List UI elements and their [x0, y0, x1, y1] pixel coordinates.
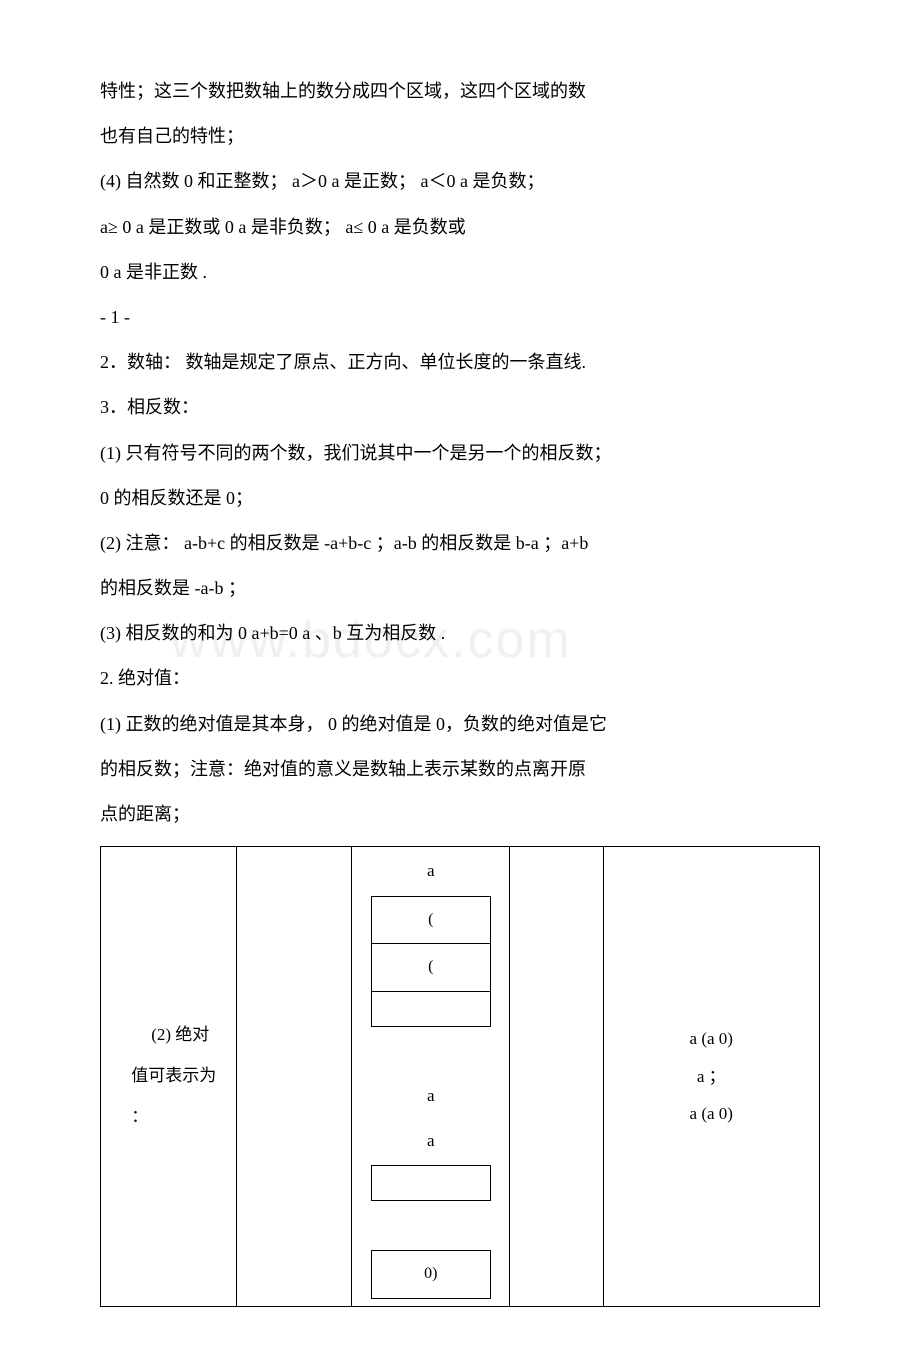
- paragraph: a≥ 0 a 是正数或 0 a 是非负数； a≤ 0 a 是负数或: [100, 206, 820, 249]
- paragraph: 3．相反数：: [100, 386, 820, 429]
- paragraph: 特性；这三个数把数轴上的数分成四个区域，这四个区域的数: [100, 70, 820, 113]
- col1-line: (2) 绝对: [131, 1015, 216, 1056]
- col3-top-group: a ( (: [360, 851, 501, 1026]
- paragraph: 的相反数；注意：绝对值的意义是数轴上表示某数的点离开原: [100, 748, 820, 791]
- col3-label: a: [427, 1121, 435, 1162]
- paragraph: 也有自己的特性；: [100, 115, 820, 158]
- col3-bot-group: 0): [360, 1250, 501, 1297]
- paragraph: 的相反数是 -a-b ；: [100, 567, 820, 610]
- inner-cell: (: [371, 896, 491, 944]
- formula-table: (2) 绝对 值可表示为 ： a ( ( a a 0) a (a: [100, 846, 820, 1307]
- col1-line: ：: [131, 1097, 216, 1138]
- paragraph: (1) 正数的绝对值是其本身， 0 的绝对值是 0，负数的绝对值是它: [100, 703, 820, 746]
- col5-line: a ；: [697, 1058, 726, 1095]
- col3-label: a: [427, 1076, 435, 1117]
- paragraph: (1) 只有符号不同的两个数，我们说其中一个是另一个的相反数；: [100, 432, 820, 475]
- inner-cell: [371, 991, 491, 1027]
- paragraph: (4) 自然数 0 和正整数； a＞0 a 是正数； a＜0 a 是负数；: [100, 160, 820, 203]
- table-col-5: a (a 0) a ； a (a 0): [604, 847, 819, 1306]
- inner-cell: (: [371, 943, 491, 991]
- col3-label: a: [427, 851, 435, 892]
- paragraph: 点的距离；: [100, 793, 820, 836]
- col1-line: 值可表示为: [131, 1056, 216, 1097]
- col3-mid-group: a a: [360, 1076, 501, 1201]
- col5-line: a (a 0): [690, 1095, 733, 1132]
- paragraph: 2．数轴： 数轴是规定了原点、正方向、单位长度的一条直线.: [100, 341, 820, 384]
- table-col-3: a ( ( a a 0): [352, 847, 510, 1306]
- inner-cell: 0): [371, 1250, 491, 1298]
- paragraph: (3) 相反数的和为 0 a+b=0 a 、b 互为相反数 .: [100, 612, 820, 655]
- col1-text: (2) 绝对 值可表示为 ：: [131, 1015, 216, 1137]
- paragraph: (2) 注意： a-b+c 的相反数是 -a+b-c ；a-b 的相反数是 b-…: [100, 522, 820, 565]
- document-content: 特性；这三个数把数轴上的数分成四个区域，这四个区域的数 也有自己的特性； (4)…: [100, 70, 820, 1307]
- paragraph: 2. 绝对值：: [100, 657, 820, 700]
- paragraph: - 1 -: [100, 296, 820, 339]
- table-col-4: [510, 847, 603, 1306]
- paragraph: 0 a 是非正数 .: [100, 251, 820, 294]
- paragraph: 0 的相反数还是 0；: [100, 477, 820, 520]
- inner-cell: [371, 1165, 491, 1201]
- col5-line: a (a 0): [690, 1020, 733, 1057]
- table-col-2: [237, 847, 352, 1306]
- table-col-1: (2) 绝对 值可表示为 ：: [101, 847, 237, 1306]
